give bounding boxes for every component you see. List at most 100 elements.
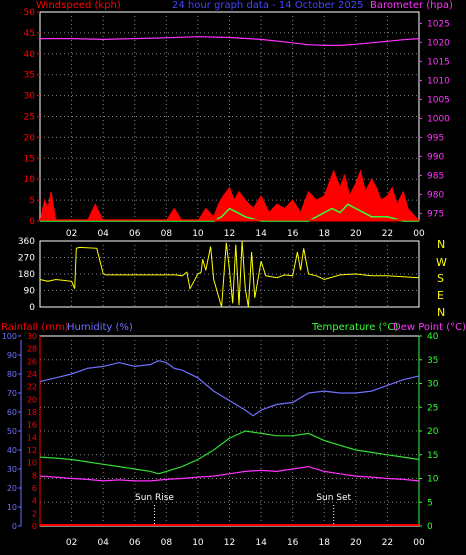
rainfall-tick-label: 8	[32, 471, 37, 480]
rainfall-tick-label: 0	[32, 522, 37, 531]
wind-direction-series	[39, 240, 420, 308]
temperature-tick-label: 15	[427, 451, 438, 461]
wind-panel-hour-label: 00	[413, 229, 425, 239]
humidity-tick-label: 0	[12, 522, 17, 531]
temperature-tick-label: 25	[427, 403, 438, 413]
temp-panel-hour-label: 00	[413, 538, 425, 548]
rainfall-tick-label: 12	[27, 446, 37, 455]
direction-letter-s: S	[437, 272, 444, 285]
humidity-tick-label: 40	[7, 446, 17, 455]
dewpoint-axis-label: Dew Point (°C)	[393, 322, 466, 333]
rainfall-tick-label: 22	[27, 383, 37, 392]
temp-panel-hour-label: 08	[161, 538, 173, 548]
temp-panel-hour-label: 16	[287, 538, 299, 548]
temperature-tick-label: 0	[427, 522, 433, 532]
wind-panel-hour-label: 18	[319, 229, 331, 239]
rainfall-tick-label: 2	[32, 509, 37, 518]
humidity-tick-label: 20	[7, 484, 17, 493]
windspeed-tick-label: 15	[24, 154, 35, 164]
windspeed-tick-label: 5	[29, 196, 35, 206]
barometer-tick-label: 980	[427, 190, 444, 200]
rainfall-tick-label: 4	[32, 497, 37, 506]
barometer-tick-label: 1015	[427, 57, 450, 67]
wind-panel-hour-label: 10	[192, 229, 204, 239]
direction-tick-label: 0	[29, 303, 35, 313]
windspeed-tick-label: 50	[24, 8, 36, 18]
temp-panel-hour-label: 02	[66, 538, 77, 548]
wind-panel-hour-label: 14	[255, 229, 267, 239]
dewpoint-series	[39, 465, 420, 482]
windspeed-tick-label: 35	[24, 71, 35, 81]
barometer-axis-label: Barometer (hpa)	[370, 0, 453, 11]
temp-panel-hour-label: 22	[382, 538, 393, 548]
temperature-tick-label: 5	[427, 498, 433, 508]
direction-tick-label: 90	[24, 287, 36, 297]
windspeed-tick-label: 20	[24, 133, 36, 143]
direction-letter-n-bottom: N	[437, 306, 445, 319]
barometer-tick-label: 1010	[427, 76, 450, 86]
wind-panel-hour-label: 20	[350, 229, 362, 239]
windspeed-tick-label: 0	[29, 217, 35, 227]
barometer-tick-label: 995	[427, 133, 444, 143]
wind-panel-hour-label: 04	[97, 229, 109, 239]
sun-event-label: Sun Set	[316, 493, 351, 503]
wind-gust-series	[39, 169, 421, 222]
temperature-tick-label: 10	[427, 475, 439, 485]
barometer-series	[40, 36, 420, 47]
humidity-axis-label: Humidity (%)	[67, 322, 133, 333]
humidity-tick-label: 70	[7, 389, 17, 398]
temperature-series	[39, 430, 420, 475]
windspeed-tick-label: 10	[24, 175, 36, 185]
wind-panel-hour-label: 12	[224, 229, 235, 239]
rainfall-tick-label: 16	[27, 421, 37, 430]
barometer-tick-label: 1025	[427, 19, 450, 29]
direction-tick-label: 180	[18, 270, 35, 280]
direction-tick-label: 360	[18, 237, 35, 247]
rainfall-tick-label: 10	[27, 459, 37, 468]
barometer-tick-label: 985	[427, 171, 444, 181]
direction-tick-label: 270	[18, 254, 35, 264]
humidity-tick-label: 30	[7, 465, 17, 474]
rainfall-tick-label: 30	[27, 332, 37, 341]
temp-panel-hour-label: 04	[97, 538, 109, 548]
temp-panel-hour-label: 14	[255, 538, 267, 548]
humidity-tick-label: 50	[7, 427, 17, 436]
rainfall-tick-label: 20	[27, 395, 37, 404]
humidity-tick-label: 60	[7, 408, 17, 417]
wind-panel-hour-label: 06	[129, 229, 141, 239]
humidity-tick-label: 90	[7, 351, 17, 360]
barometer-tick-label: 975	[427, 209, 444, 219]
direction-letter-w: W	[436, 256, 447, 269]
windspeed-axis-label: Windspeed (kph)	[36, 0, 121, 11]
temperature-tick-label: 35	[427, 356, 438, 366]
windspeed-tick-label: 45	[24, 29, 35, 39]
wind-panel-hour-label: 08	[161, 229, 173, 239]
rainfall-tick-label: 6	[32, 484, 37, 493]
temperature-axis-label: Temperature (°C)	[311, 322, 398, 333]
rainfall-tick-label: 18	[27, 408, 37, 417]
sun-event-label: Sun Rise	[135, 493, 174, 503]
chart-title: 24 hour graph data - 14 October 2025	[172, 0, 363, 11]
wind-panel-hour-label: 02	[66, 229, 77, 239]
direction-letters: N W S E N	[436, 238, 447, 319]
temperature-tick-label: 40	[427, 332, 439, 342]
windspeed-tick-label: 30	[24, 92, 36, 102]
barometer-tick-label: 1020	[427, 38, 450, 48]
direction-letter-e: E	[437, 289, 444, 302]
temp-panel-hour-label: 12	[224, 538, 235, 548]
windspeed-tick-label: 40	[24, 50, 36, 60]
rainfall-tick-label: 28	[27, 345, 37, 354]
temp-panel-hour-label: 18	[319, 538, 331, 548]
temperature-tick-label: 30	[427, 380, 439, 390]
rainfall-tick-label: 24	[27, 370, 37, 379]
barometer-tick-label: 1000	[427, 114, 450, 124]
rainfall-axis-label: Rainfall (mm)	[1, 322, 69, 333]
rainfall-tick-label: 26	[27, 357, 37, 366]
wind-speed-series	[40, 203, 419, 222]
humidity-tick-label: 80	[7, 370, 17, 379]
temp-panel-hour-label: 20	[350, 538, 362, 548]
wind-panel-hour-label: 22	[382, 229, 393, 239]
barometer-tick-label: 990	[427, 152, 444, 162]
temperature-tick-label: 20	[427, 427, 439, 437]
